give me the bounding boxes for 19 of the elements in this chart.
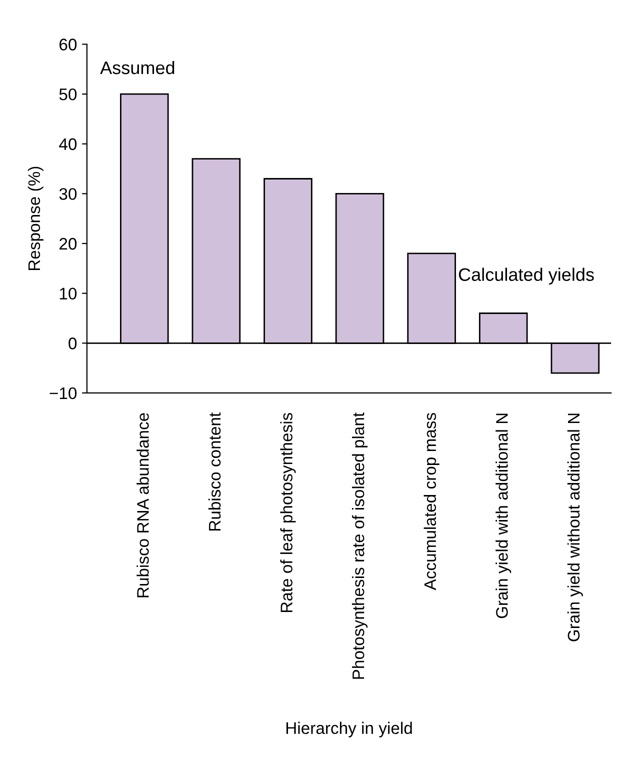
y-tick-label: 10 bbox=[60, 288, 77, 300]
x-tick-label: Grain yield without additional N bbox=[567, 414, 583, 642]
x-axis-title: Hierarchy in yield bbox=[286, 722, 412, 738]
y-tick-label: 40 bbox=[59, 138, 77, 150]
y-tick-label: 60 bbox=[60, 38, 77, 50]
x-tick-label: Rubisco RNA abundance bbox=[136, 413, 149, 598]
x-tick-label: Rubisco content bbox=[208, 412, 221, 531]
x-tick-label: Photosynthesis rate of isolated plant bbox=[352, 412, 368, 679]
x-tick-label: Grain yield with additional N bbox=[496, 414, 512, 618]
x-tick-label: Rate of leaf photosynthesis bbox=[280, 412, 296, 612]
y-axis-title: Response (%) bbox=[28, 166, 44, 270]
y-tick-label: 0 bbox=[68, 338, 77, 350]
y-tick-label: −10 bbox=[50, 387, 77, 400]
y-tick-label: 50 bbox=[59, 88, 77, 100]
y-tick-label: 30 bbox=[59, 188, 77, 200]
annotation: Assumed bbox=[100, 60, 174, 74]
annotation: Calculated yields bbox=[458, 268, 594, 285]
x-tick-label: Accumulated crop mass bbox=[424, 412, 440, 590]
y-tick-label: 20 bbox=[60, 238, 77, 250]
